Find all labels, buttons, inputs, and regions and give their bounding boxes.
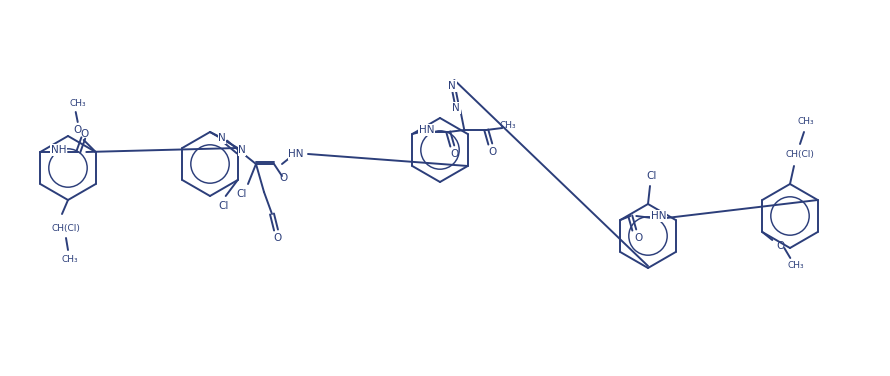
Text: O: O — [450, 149, 458, 159]
Text: Cl: Cl — [647, 171, 657, 181]
Text: CH₃: CH₃ — [788, 261, 805, 270]
Text: HN: HN — [418, 125, 434, 135]
Text: N: N — [449, 81, 457, 91]
Text: Cl: Cl — [219, 201, 229, 211]
Text: CH₃: CH₃ — [61, 256, 78, 264]
Text: CH₃: CH₃ — [797, 117, 814, 126]
Text: NH: NH — [51, 145, 66, 155]
Text: N: N — [452, 103, 460, 113]
Text: CH(Cl): CH(Cl) — [52, 223, 80, 232]
Text: N: N — [239, 145, 246, 155]
Text: O: O — [80, 129, 88, 139]
Text: O: O — [74, 125, 82, 135]
Text: O: O — [279, 173, 288, 183]
Text: Cl: Cl — [237, 189, 247, 199]
Text: CH₃: CH₃ — [69, 100, 86, 109]
Text: N: N — [218, 133, 226, 143]
Text: HN: HN — [288, 149, 303, 159]
Text: O: O — [776, 241, 784, 251]
Text: O: O — [635, 233, 643, 243]
Text: HN: HN — [651, 211, 666, 221]
Text: CH(Cl): CH(Cl) — [786, 150, 814, 159]
Text: O: O — [274, 233, 282, 243]
Text: O: O — [488, 147, 497, 157]
Text: CH₃: CH₃ — [500, 121, 516, 130]
